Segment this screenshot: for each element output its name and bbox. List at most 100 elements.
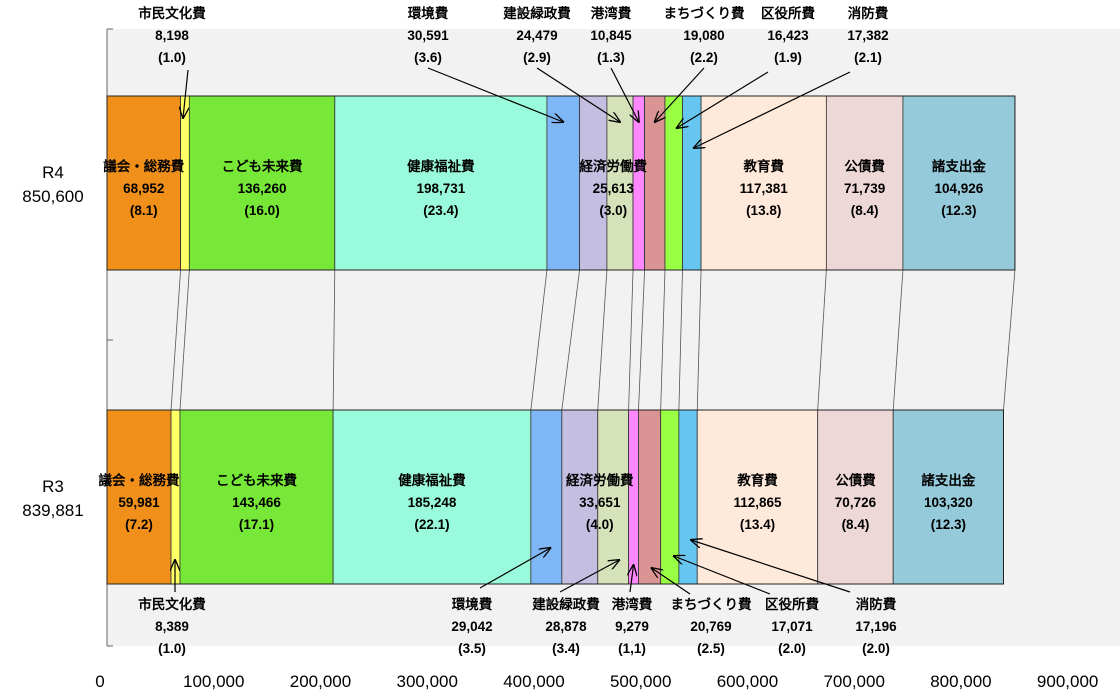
x-tick-label: 600,000 — [717, 672, 778, 691]
annotation-arrow — [183, 69, 188, 118]
bar-segment — [696, 409, 819, 585]
segment-name-label: 公債費 — [835, 472, 876, 488]
bar-segment — [170, 409, 181, 585]
bar-segment — [179, 409, 334, 585]
annotation-value-label: 16,423 — [767, 28, 809, 43]
annotation-arrow — [677, 71, 769, 128]
segment-pct-label: (4.0) — [586, 517, 614, 532]
segment-value-label: 104,926 — [935, 181, 984, 196]
annotation-arrow — [536, 67, 620, 122]
segment-name-label: 諸支出金 — [921, 472, 975, 488]
segment-pct-label: (12.3) — [931, 517, 966, 532]
segment-name-label: 議会・総務費 — [99, 472, 180, 488]
bar-total-label: 839,881 — [22, 501, 83, 520]
segment-name-label: 議会・総務費 — [103, 158, 184, 174]
segment-value-label: 185,248 — [408, 495, 457, 510]
annotation-value-label: 17,071 — [771, 619, 813, 634]
segment-pct-label: (8.1) — [130, 203, 158, 218]
annotation-value-label: 19,080 — [683, 28, 724, 43]
series-connector-line — [561, 269, 580, 411]
annotation-value-label: 20,769 — [690, 619, 731, 634]
segment-name-label: 教育費 — [737, 472, 778, 488]
bar-outline — [106, 95, 1016, 271]
bar-segment — [180, 95, 190, 271]
segment-pct-label: (7.2) — [125, 517, 153, 532]
segment-value-label: 70,726 — [835, 495, 877, 510]
annotation-pct-label: (3.6) — [414, 50, 442, 65]
segment-name-label: 教育費 — [743, 158, 784, 174]
segment-value-label: 117,381 — [740, 181, 789, 196]
annotation-arrow — [674, 556, 771, 595]
annotation-arrow — [559, 560, 619, 593]
bar-segment — [638, 409, 662, 585]
annotation-value-label: 30,591 — [407, 28, 449, 43]
segment-pct-label: (8.4) — [842, 517, 870, 532]
annotation-pct-label: (2.0) — [778, 641, 806, 656]
annotation-arrow — [610, 67, 639, 122]
bar-segment — [660, 409, 680, 585]
annotation-name-label: 環境費 — [408, 5, 449, 21]
series-connector-line — [170, 269, 181, 411]
series-connector-line — [332, 269, 336, 411]
segment-pct-label: (17.1) — [239, 517, 274, 532]
bar-segment — [632, 95, 646, 271]
annotation-pct-label: (1.9) — [774, 50, 802, 65]
series-connector-line — [1003, 269, 1016, 411]
segment-value-label: 33,651 — [579, 495, 621, 510]
annotation-name-label: 消防費 — [848, 5, 889, 21]
annotation-pct-label: (3.5) — [458, 641, 486, 656]
bar-segment — [817, 409, 894, 585]
annotation-value-label: 17,196 — [855, 619, 897, 634]
bar-segment — [106, 409, 172, 585]
segment-pct-label: (23.4) — [423, 203, 458, 218]
x-tick-label: 0 — [95, 672, 104, 691]
annotation-name-label: まちづくり費 — [671, 596, 752, 612]
annotation-value-label: 28,878 — [545, 619, 587, 634]
bar-segment — [334, 95, 548, 271]
segment-pct-label: (13.4) — [740, 517, 775, 532]
series-connector-line — [696, 269, 702, 411]
annotation-name-label: 環境費 — [452, 596, 493, 612]
annotation-value-label: 29,042 — [451, 619, 492, 634]
annotation-pct-label: (2.0) — [862, 641, 890, 656]
segment-pct-label: (22.1) — [414, 517, 449, 532]
segment-value-label: 71,739 — [844, 181, 885, 196]
segment-pct-label: (16.0) — [244, 203, 279, 218]
series-connector-line — [660, 269, 666, 411]
annotation-name-label: 市民文化費 — [138, 5, 206, 21]
annotation-pct-label: (2.2) — [690, 50, 718, 65]
annotation-value-label: 10,845 — [590, 28, 632, 43]
bar-segment — [892, 409, 1004, 585]
x-tick-label: 500,000 — [610, 672, 671, 691]
segment-value-label: 103,320 — [924, 495, 973, 510]
series-connector-line — [628, 269, 634, 411]
bar-segment — [628, 409, 639, 585]
segment-name-label: こども未来費 — [222, 158, 303, 174]
annotation-pct-label: (1.0) — [158, 641, 186, 656]
annotation-name-label: 建設緑政費 — [502, 5, 571, 21]
annotation-arrow — [691, 540, 851, 593]
segment-name-label: 公債費 — [844, 158, 885, 174]
annotation-arrow — [427, 67, 563, 122]
segment-value-label: 25,613 — [593, 181, 635, 196]
bar-year-label: R3 — [42, 477, 64, 496]
bar-segment — [530, 409, 563, 585]
annotation-name-label: 市民文化費 — [138, 596, 206, 612]
x-tick-label: 400,000 — [503, 672, 564, 691]
annotation-pct-label: (1.3) — [597, 50, 625, 65]
segment-name-label: 健康福祉費 — [398, 472, 466, 488]
annotation-pct-label: (1,1) — [618, 641, 646, 656]
series-connector-line — [179, 269, 190, 411]
annotation-pct-label: (1.0) — [158, 50, 186, 65]
bar-segment — [644, 95, 666, 271]
annotation-name-label: 消防費 — [856, 596, 897, 612]
annotation-name-label: 港湾費 — [591, 5, 632, 21]
segment-name-label: 経済労働費 — [579, 158, 647, 174]
annotation-name-label: 区役所費 — [761, 5, 815, 21]
segment-pct-label: (13.8) — [746, 203, 781, 218]
series-connector-line — [892, 269, 904, 411]
segment-pct-label: (3.0) — [599, 203, 627, 218]
segment-value-label: 59,981 — [118, 495, 160, 510]
bar-segment — [606, 95, 634, 271]
annotation-pct-label: (2.9) — [523, 50, 551, 65]
